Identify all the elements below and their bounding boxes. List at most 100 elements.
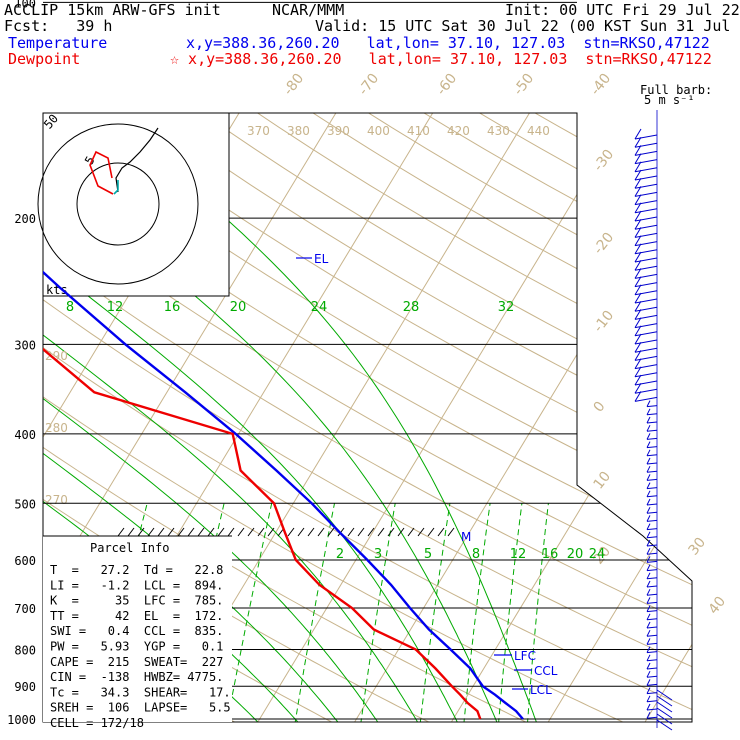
hatch-tick [297, 527, 305, 537]
parcel-row: SREH = 106 LAPSE= 5.5 [50, 701, 231, 715]
isotherm-label: -20 [591, 230, 618, 258]
hatch-tick [147, 527, 155, 537]
wind-barb-flag [646, 572, 651, 580]
wind-barb-flag [646, 474, 651, 481]
wind-barb-flag [646, 424, 651, 432]
wind-barb-flag [646, 515, 651, 522]
wind-barb-flag [634, 309, 642, 320]
wind-barb-flag [634, 341, 642, 353]
hatch-tick [237, 527, 245, 537]
wind-barb-flag [646, 547, 651, 555]
wind-barb-flag [646, 498, 651, 506]
wind-barb [646, 683, 658, 686]
isotherm-label: 30 [686, 535, 710, 559]
wind-barb [656, 719, 673, 731]
isotherm-label: -10 [591, 308, 618, 336]
hodograph-units: kts [46, 283, 68, 297]
mixing-ratio-label: 3 [374, 547, 382, 562]
wind-barb-flag [634, 358, 642, 369]
wind-barb [634, 175, 658, 181]
lfc-level-label: LFC [514, 649, 536, 663]
hodograph-cyan-trace [113, 180, 119, 195]
mixing-ratio-label: 16 [542, 547, 559, 562]
wind-barb [646, 421, 658, 424]
theta-label: 410 [407, 124, 430, 138]
wind-barb [656, 713, 673, 725]
mixing-ratio-label: 2 [336, 547, 344, 562]
theta-e-label: 24 [311, 300, 328, 315]
wind-barb-flag [646, 465, 651, 473]
mixing-ratio-label: 20 [567, 547, 584, 562]
wind-barb-flag [634, 235, 642, 246]
hatch-tick [137, 527, 145, 537]
wind-barb-flag [646, 490, 651, 498]
wind-barb [634, 372, 658, 378]
wind-barb [646, 642, 658, 645]
moist-adiabat [100, 217, 503, 722]
wind-barb-flag [634, 374, 642, 386]
wind-barb [646, 618, 658, 621]
hatch-tick [127, 527, 135, 537]
wind-barb [646, 528, 658, 531]
mixing-ratio-label: 24 [589, 547, 606, 562]
hatch-tick [287, 527, 295, 537]
wind-barb-flag [646, 580, 651, 588]
hatch-tick [367, 527, 375, 537]
wind-barb-flag [634, 300, 642, 312]
wind-barb-flag [646, 703, 651, 711]
wind-barb [646, 519, 658, 522]
pressure-tick-label: 800 [14, 644, 36, 658]
mixing-ratio-line [462, 503, 491, 722]
mixing-ratio-line [358, 503, 396, 722]
wind-barb-flag [646, 531, 651, 539]
dry-adiabat [306, 113, 692, 722]
hodograph-ring-outer [37, 123, 199, 285]
wind-barb-flag [634, 276, 642, 287]
parcel-row: CIN = -138 HWBZ= 4775. [50, 670, 223, 684]
wind-barb-flag [634, 284, 642, 296]
mixing-ratio-label: 12 [510, 547, 527, 562]
isotherm-line [440, 113, 692, 722]
isotherm-label: -30 [591, 147, 618, 175]
pressure-tick-label: 900 [14, 680, 36, 694]
mixing-ratio-label: 5 [424, 547, 432, 562]
wind-barb-flag [646, 695, 651, 703]
wind-barb-flag [646, 449, 651, 457]
theta-label: 440 [527, 124, 550, 138]
theta-label: 380 [287, 124, 310, 138]
org-title: NCAR/MMM [272, 1, 345, 19]
wind-barb [646, 593, 658, 596]
wind-barb [634, 380, 658, 386]
wind-barb [634, 339, 658, 345]
wind-barb-flag [634, 186, 642, 197]
wind-barb [646, 675, 658, 678]
wind-barb-flag [634, 169, 642, 181]
wind-barb-flag [646, 613, 651, 621]
wind-barb-flag [634, 268, 642, 279]
wind-barb [634, 273, 658, 279]
theta-e-label: 12 [107, 300, 124, 315]
wind-barb [646, 634, 658, 637]
isotherm-label: 10 [591, 469, 615, 493]
wind-barb-flag [646, 588, 651, 596]
mixing-ratio-label: 8 [472, 547, 480, 562]
hatch-tick [407, 527, 415, 537]
dewpoint-profile [43, 113, 482, 720]
wind-barb-flag [646, 441, 651, 448]
isotherm-label: -70 [356, 71, 383, 99]
pressure-tick-label: 200 [14, 212, 36, 226]
hatch-tick [447, 527, 455, 537]
pressure-tick-label: 100 [14, 0, 36, 10]
wind-barb [634, 355, 658, 361]
dry-adiabat [63, 113, 692, 722]
isotherm-label: 0 [591, 399, 609, 416]
wind-barb [634, 159, 658, 165]
dry-adiabat [43, 113, 356, 722]
wind-barb [634, 257, 658, 263]
wind-barb [646, 659, 658, 662]
hatch-tick [387, 527, 395, 537]
hatch-tick [377, 527, 385, 537]
